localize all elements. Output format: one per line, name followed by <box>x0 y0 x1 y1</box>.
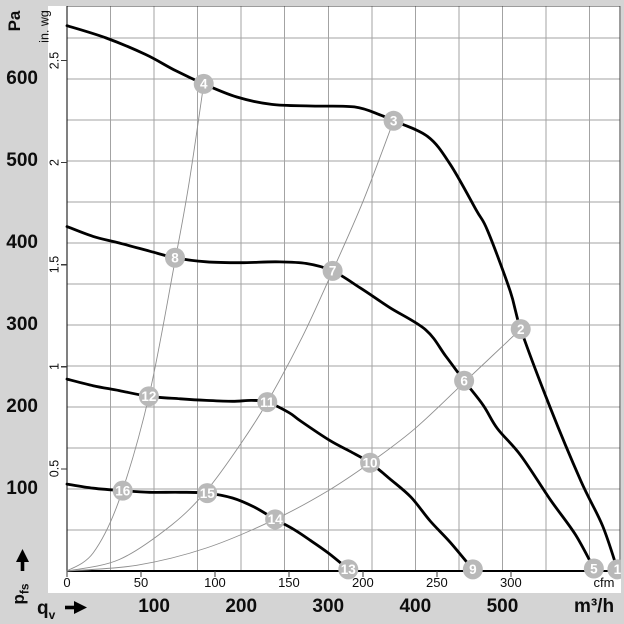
operating-point-marker-6: 6 <box>454 370 475 391</box>
chart-panel <box>48 6 621 593</box>
operating-point-marker-5: 5 <box>583 558 604 579</box>
operating-point-marker-16: 16 <box>112 480 133 501</box>
operating-point-marker-11: 11 <box>257 392 278 413</box>
svg-text:16: 16 <box>115 483 131 498</box>
svg-text:6: 6 <box>460 374 468 389</box>
fan-curve-1 <box>65 24 619 571</box>
svg-text:7: 7 <box>329 264 337 279</box>
operating-point-marker-7: 7 <box>322 260 343 281</box>
pfs-direction-arrow-icon <box>16 549 29 571</box>
operating-point-marker-3: 3 <box>383 110 404 131</box>
system-line-3 <box>66 328 522 572</box>
operating-point-marker-14: 14 <box>265 509 286 530</box>
svg-text:14: 14 <box>268 512 284 527</box>
svg-text:1: 1 <box>614 562 622 577</box>
operating-point-marker-1: 1 <box>607 559 622 580</box>
operating-point-marker-12: 12 <box>138 386 159 407</box>
svg-text:10: 10 <box>363 456 378 471</box>
operating-point-marker-10: 10 <box>360 452 381 473</box>
svg-text:15: 15 <box>200 486 216 501</box>
svg-text:12: 12 <box>141 389 156 404</box>
svg-text:5: 5 <box>590 561 598 576</box>
qv-direction-arrow-icon <box>65 601 87 614</box>
system-line-1 <box>66 83 205 572</box>
operating-point-marker-2: 2 <box>510 319 531 340</box>
svg-text:3: 3 <box>390 114 398 129</box>
svg-text:13: 13 <box>341 562 357 577</box>
fan-curve-2 <box>65 225 596 570</box>
system-line-2 <box>66 120 395 572</box>
operating-point-marker-4: 4 <box>193 73 214 94</box>
svg-text:9: 9 <box>469 562 477 577</box>
svg-text:8: 8 <box>171 251 179 266</box>
operating-point-marker-13: 13 <box>338 559 359 580</box>
plot-frame <box>66 6 621 572</box>
operating-point-marker-9: 9 <box>462 559 483 580</box>
operating-point-marker-15: 15 <box>197 483 218 504</box>
svg-text:11: 11 <box>260 395 275 410</box>
svg-text:4: 4 <box>200 77 208 92</box>
svg-text:2: 2 <box>517 322 525 337</box>
operating-point-marker-8: 8 <box>164 247 185 268</box>
